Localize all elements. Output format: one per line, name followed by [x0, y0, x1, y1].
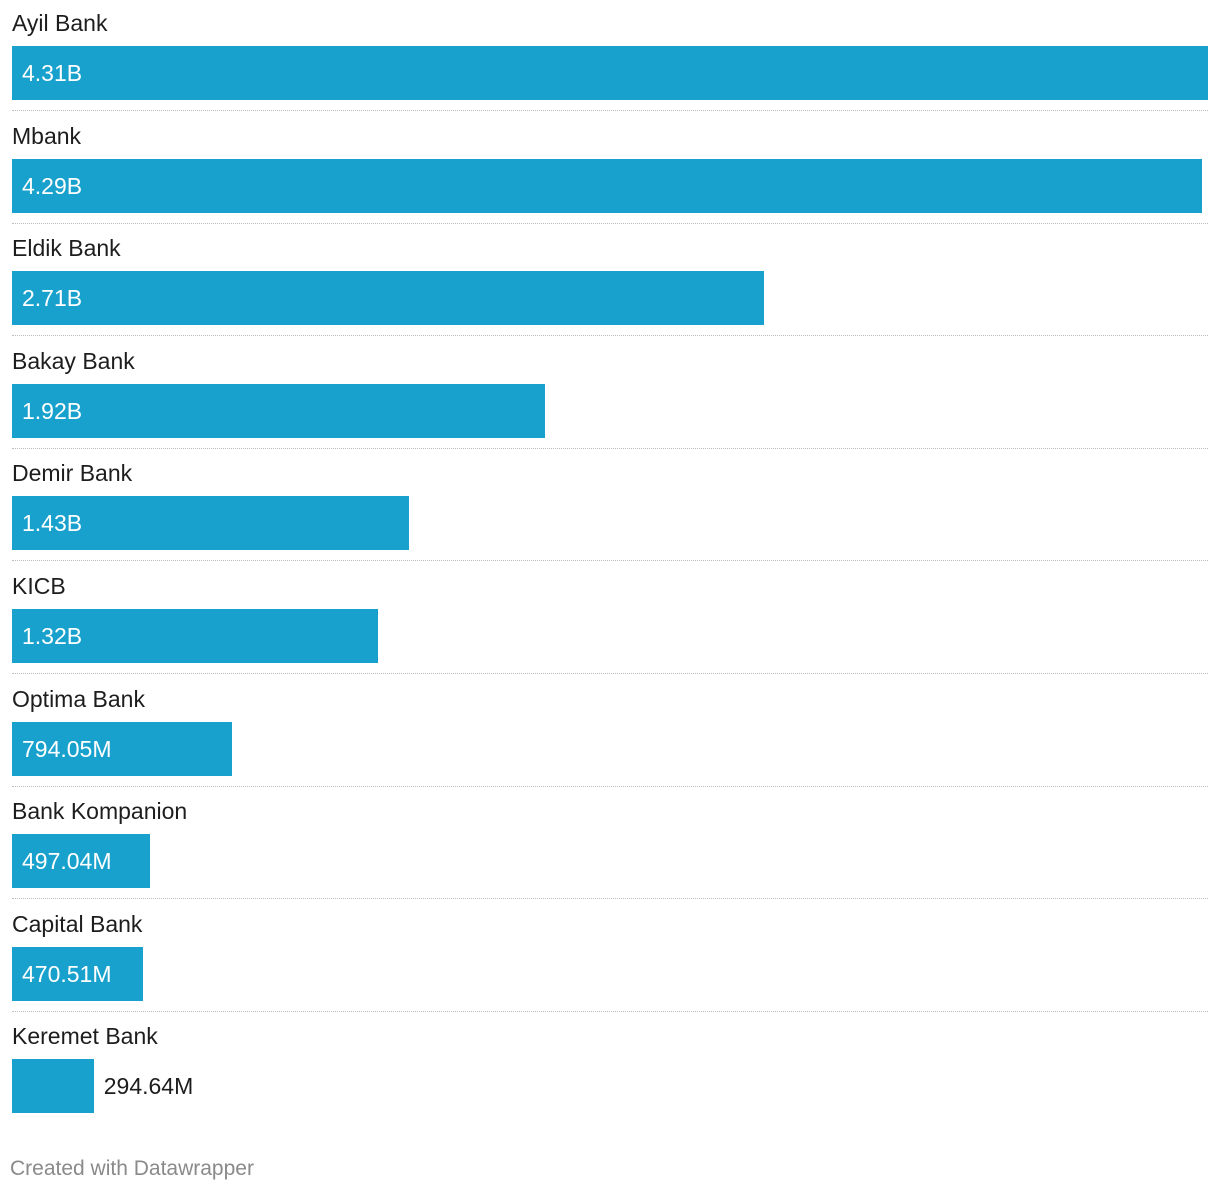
- category-label: Bank Kompanion: [12, 798, 188, 825]
- value-label: 470.51M: [22, 960, 112, 987]
- bar: [12, 721, 233, 776]
- row-separator: [12, 898, 1208, 900]
- bar-row: KICB 1.32B: [12, 563, 1208, 675]
- value-label: 794.05M: [22, 735, 112, 762]
- bar-row: Bakay Bank 1.92B: [12, 338, 1208, 450]
- bar-row: Keremet Bank 294.64M: [12, 1013, 1208, 1125]
- bar-row: Optima Bank 794.05M: [12, 676, 1208, 788]
- category-label: Optima Bank: [12, 685, 145, 712]
- row-separator: [12, 335, 1208, 337]
- bar: [12, 834, 150, 889]
- bar-row: Eldik Bank 2.71B: [12, 225, 1208, 337]
- category-label: Bakay Bank: [12, 347, 135, 374]
- row-separator: [12, 222, 1208, 224]
- value-label: 294.64M: [103, 1073, 194, 1100]
- bar-row: Ayil Bank 4.31B: [12, 0, 1208, 112]
- bar-row: Capital Bank 470.51M: [12, 901, 1208, 1013]
- bar-row: Demir Bank 1.43B: [12, 450, 1208, 562]
- category-label: Keremet Bank: [12, 1023, 158, 1050]
- category-label: KICB: [12, 573, 66, 599]
- value-label: 1.92B: [22, 397, 83, 424]
- row-separator: [12, 785, 1208, 787]
- bar: [12, 1059, 94, 1114]
- category-label: Ayil Bank: [12, 10, 108, 36]
- value-label: 4.29B: [22, 172, 83, 199]
- category-label: Mbank: [12, 122, 82, 149]
- value-label: 4.31B: [22, 60, 83, 86]
- bar: [12, 496, 409, 551]
- category-label: Capital Bank: [12, 910, 143, 937]
- row-separator: [12, 110, 1208, 111]
- value-label: 2.71B: [22, 285, 83, 312]
- value-label: 497.04M: [22, 848, 112, 875]
- bar: [12, 946, 143, 1001]
- row-separator: [12, 560, 1208, 562]
- row-separator: [12, 673, 1208, 674]
- row-separator: [12, 1010, 1208, 1012]
- value-label: 1.32B: [22, 623, 83, 649]
- bar: [12, 46, 1208, 100]
- bar: [12, 609, 379, 663]
- bar: [12, 383, 545, 438]
- credit-footer: Created with Datawrapper: [10, 1157, 254, 1180]
- bar: [12, 271, 764, 326]
- category-label: Demir Bank: [12, 460, 133, 487]
- category-label: Eldik Bank: [12, 235, 121, 262]
- bar-row: Mbank 4.29B: [12, 113, 1208, 225]
- value-label: 1.43B: [22, 510, 83, 537]
- bar-row: Bank Kompanion 497.04M: [12, 788, 1208, 900]
- bar: [12, 158, 1203, 213]
- row-separator: [12, 447, 1208, 449]
